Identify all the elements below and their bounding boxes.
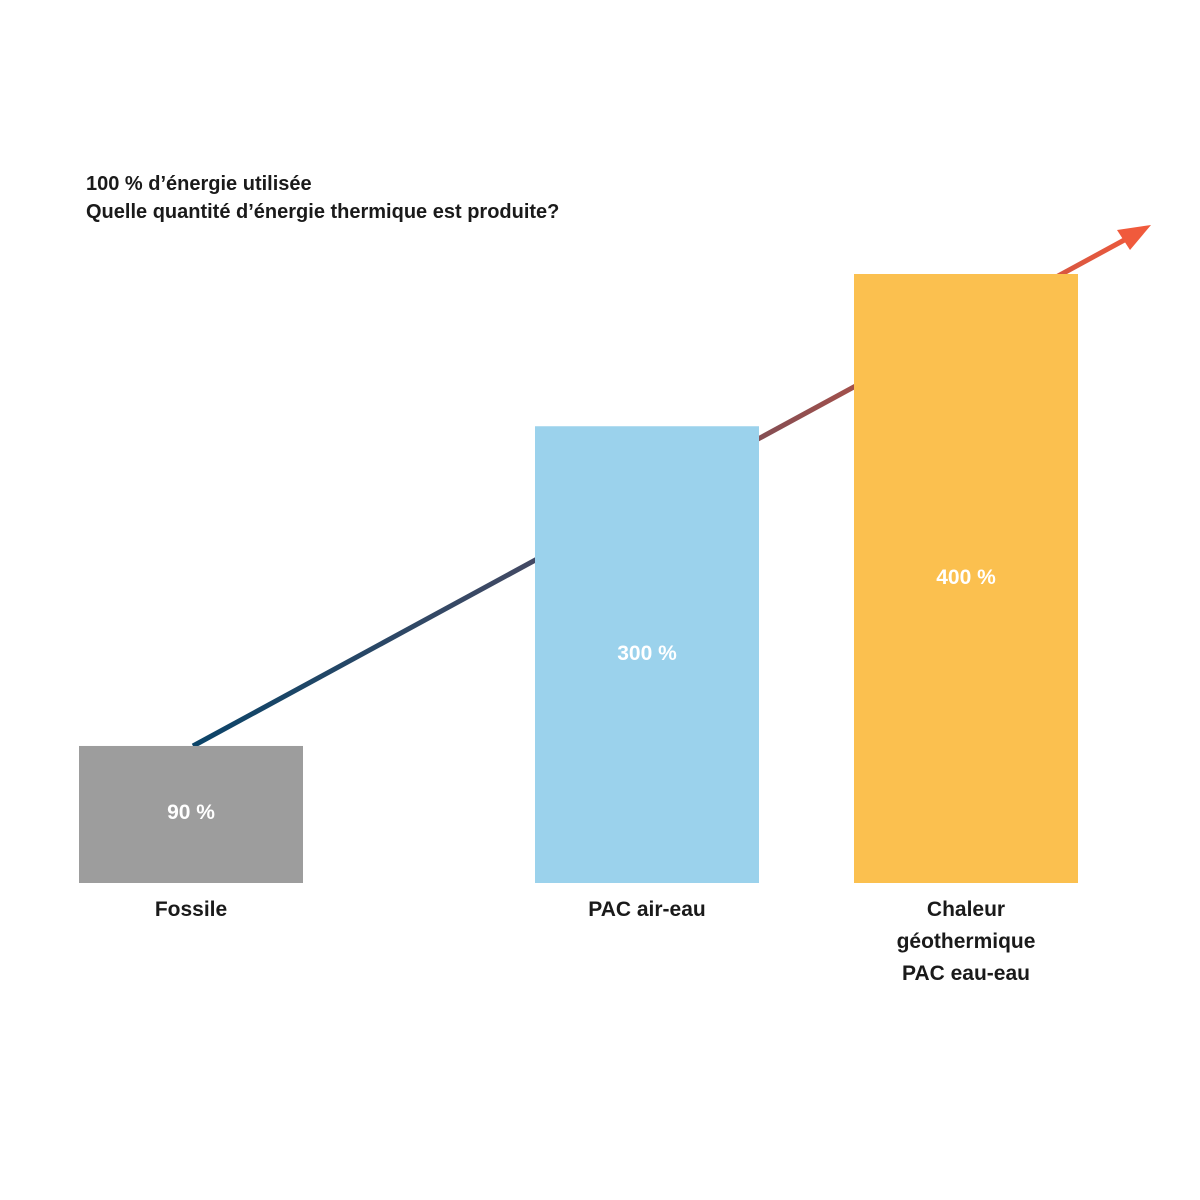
bar — [79, 745, 303, 883]
chart-title: 100 % d’énergie utilisée — [86, 173, 312, 195]
chart-subtitle: Quelle quantité d’énergie thermique est … — [86, 201, 560, 223]
value-label: 90 % — [167, 801, 215, 825]
category-label: PAC air-eau — [588, 898, 706, 921]
bar — [535, 426, 759, 883]
category-label: Chaleur géothermique PAC eau-eau — [896, 898, 1036, 985]
value-label: 400 % — [936, 565, 996, 589]
value-label: 300 % — [617, 641, 677, 665]
arrow-head — [1117, 225, 1151, 250]
category-label: Fossile — [154, 898, 228, 921]
bar — [854, 274, 1078, 883]
